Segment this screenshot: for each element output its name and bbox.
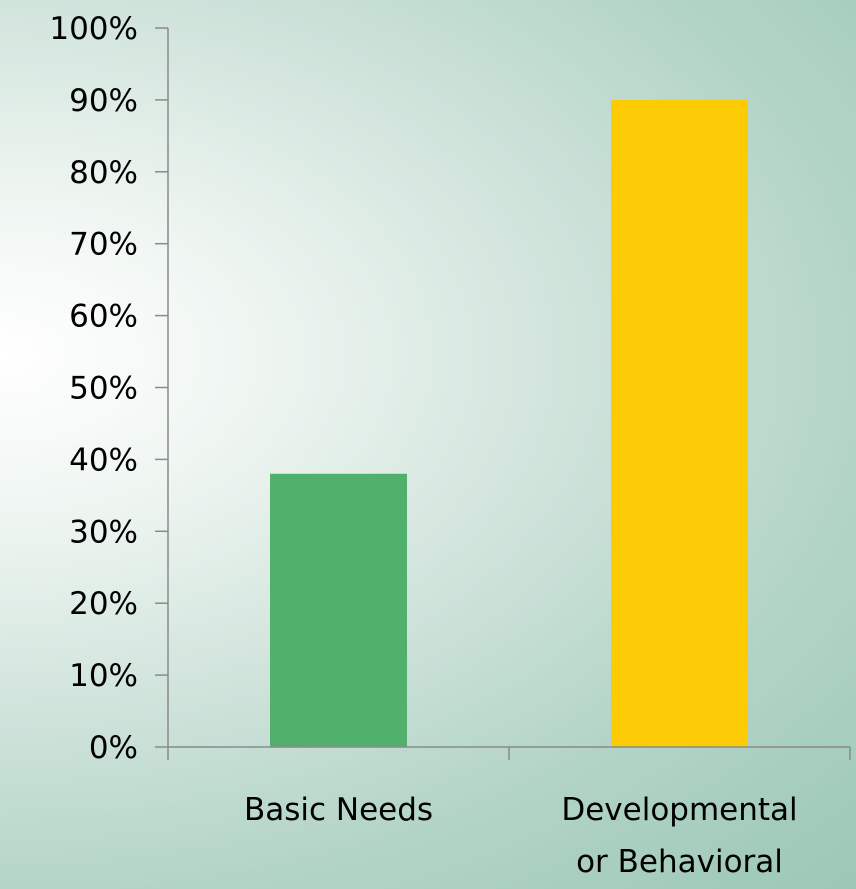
y-axis-tick-labels: 0% 10% 20% 30% 40% 50% 60% 70% 80% 90% 100% (49, 11, 138, 766)
y-tick-label: 40% (69, 442, 138, 478)
y-tick-label: 70% (69, 227, 138, 263)
x-axis-ticks (167, 747, 851, 760)
y-tick-label: 60% (69, 299, 138, 335)
y-tick-label: 50% (69, 371, 138, 407)
y-axis-ticks (155, 27, 168, 748)
y-tick-label: 80% (69, 155, 138, 191)
bar-developmental-or-behavioral (611, 99, 748, 747)
y-tick-label: 20% (69, 586, 138, 622)
x-category-label: Developmental (561, 792, 797, 828)
bar-basic-needs (270, 473, 407, 747)
x-category-label: or Behavioral (576, 844, 783, 880)
y-tick-label: 10% (69, 658, 138, 694)
x-axis-category-labels: Basic Needs Developmental or Behavioral (244, 792, 798, 880)
x-category-label: Basic Needs (244, 792, 433, 828)
y-tick-label: 90% (69, 83, 138, 119)
y-tick-label: 100% (49, 11, 138, 47)
y-tick-label: 0% (89, 730, 138, 766)
bars (270, 99, 748, 747)
y-tick-label: 30% (69, 514, 138, 550)
